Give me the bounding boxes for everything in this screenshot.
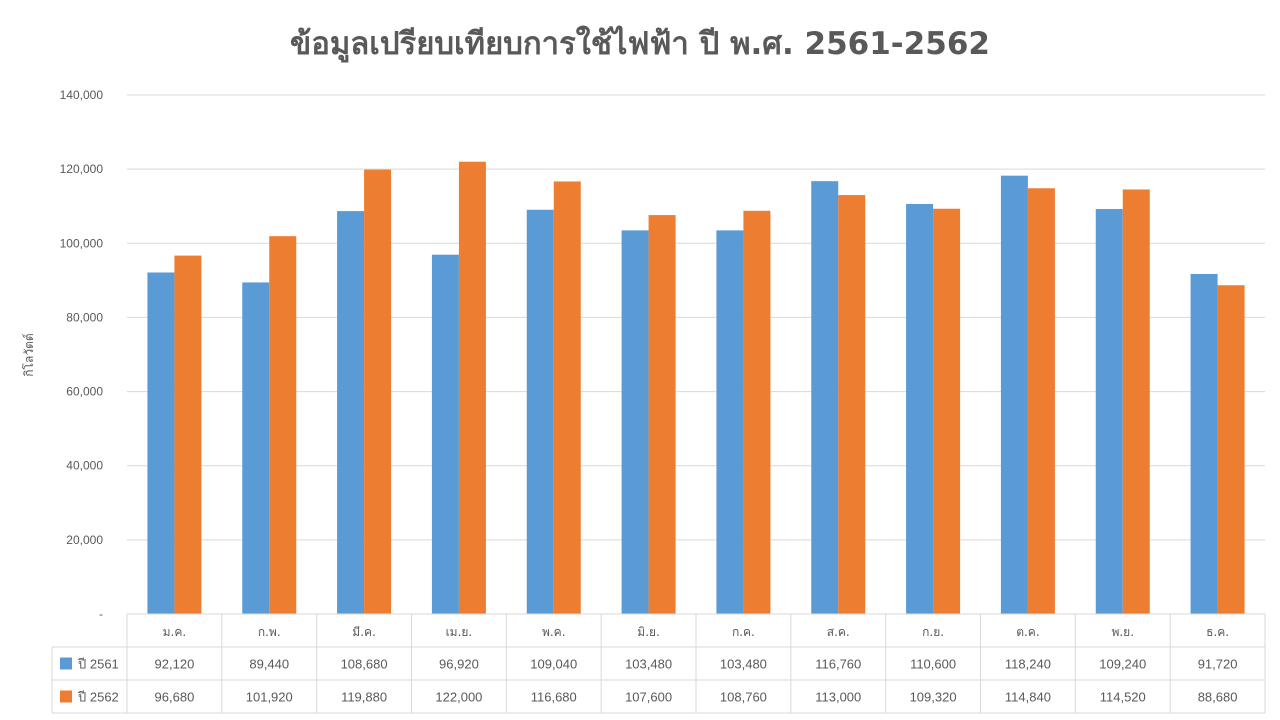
data-table-value: 110,600 xyxy=(910,657,956,672)
bar-series1 xyxy=(431,254,459,614)
data-table-value: 108,680 xyxy=(341,657,388,672)
data-table-value: 103,480 xyxy=(625,657,672,672)
bar-series1 xyxy=(1000,175,1028,615)
data-table-value: 91,720 xyxy=(1198,657,1238,672)
data-table-value: 92,120 xyxy=(155,657,195,672)
data-table-value: 114,840 xyxy=(1005,690,1051,705)
chart-title: ข้อมูลเปรียบเทียบการใช้ไฟฟ้า ปี พ.ศ. 256… xyxy=(290,26,990,62)
bar-series2 xyxy=(269,236,297,614)
y-tick-label: 140,000 xyxy=(60,88,104,102)
category-label: ก.พ. xyxy=(258,625,281,639)
bar-series1 xyxy=(906,203,934,615)
bar-series1 xyxy=(1095,209,1123,614)
y-tick-label: 60,000 xyxy=(66,385,103,399)
bar-series2 xyxy=(1027,188,1055,614)
data-table-value: 108,760 xyxy=(720,690,767,705)
bar-series2 xyxy=(648,215,676,614)
legend-label: ปี 2562 xyxy=(77,690,119,705)
data-table-value: 116,760 xyxy=(815,657,861,672)
category-label: ส.ค. xyxy=(827,625,850,639)
category-label: ต.ค. xyxy=(1016,625,1039,639)
data-table-value: 116,680 xyxy=(531,690,577,705)
bar-series1 xyxy=(716,230,744,614)
y-tick-label: 20,000 xyxy=(66,533,103,547)
category-label: เม.ย. xyxy=(446,625,473,639)
bar-series1 xyxy=(147,272,175,614)
data-table-value: 107,600 xyxy=(625,690,672,705)
category-label: มิ.ย. xyxy=(637,625,660,639)
bar-series2 xyxy=(364,169,392,614)
bar-series1 xyxy=(337,211,365,614)
bar-series1 xyxy=(1190,273,1218,614)
bar-series2 xyxy=(458,161,486,614)
legend-key xyxy=(60,690,72,703)
data-table-value: 122,000 xyxy=(435,690,482,705)
data-table-value: 88,680 xyxy=(1198,690,1238,705)
bar-series2 xyxy=(1122,189,1150,614)
data-table-value: 96,920 xyxy=(439,657,479,672)
data-table-value: 109,320 xyxy=(910,690,957,705)
legend-label: ปี 2561 xyxy=(77,657,119,672)
bar-series1 xyxy=(811,181,839,615)
data-table-value: 109,040 xyxy=(530,657,577,672)
category-label: ธ.ค. xyxy=(1206,625,1229,639)
data-table-value: 89,440 xyxy=(249,657,289,672)
bar-series1 xyxy=(621,230,649,614)
y-tick-label: 120,000 xyxy=(60,162,104,176)
data-table-value: 103,480 xyxy=(720,657,767,672)
bar-series2 xyxy=(933,208,961,614)
bar-series2 xyxy=(743,210,771,614)
data-table-value: 114,520 xyxy=(1100,690,1146,705)
category-label: มี.ค. xyxy=(352,625,376,639)
bar-series1 xyxy=(242,282,270,614)
category-label: ก.ค. xyxy=(732,625,755,639)
data-table-value: 118,240 xyxy=(1005,657,1051,672)
bar-series2 xyxy=(553,181,581,615)
data-table-value: 101,920 xyxy=(246,690,293,705)
category-label: ก.ย. xyxy=(922,625,944,639)
category-label: พ.ค. xyxy=(542,625,566,639)
y-axis-title: กิโลวัตต์ xyxy=(22,333,36,376)
y-tick-label: 100,000 xyxy=(60,236,104,250)
category-label: ม.ค. xyxy=(163,625,187,639)
y-tick-label: 40,000 xyxy=(66,459,103,473)
category-label: พ.ย. xyxy=(1111,625,1134,639)
data-table-value: 113,000 xyxy=(815,690,861,705)
bar-series2 xyxy=(838,195,866,615)
bar-series2 xyxy=(1217,285,1245,614)
data-table-value: 96,680 xyxy=(155,690,195,705)
y-tick-label: 80,000 xyxy=(66,310,103,324)
data-table-value: 109,240 xyxy=(1099,657,1146,672)
legend-key xyxy=(60,657,72,670)
y-tick-label: - xyxy=(99,607,103,621)
bar-series1 xyxy=(526,209,554,615)
bar-series2 xyxy=(174,255,202,614)
data-table-value: 119,880 xyxy=(341,690,387,705)
